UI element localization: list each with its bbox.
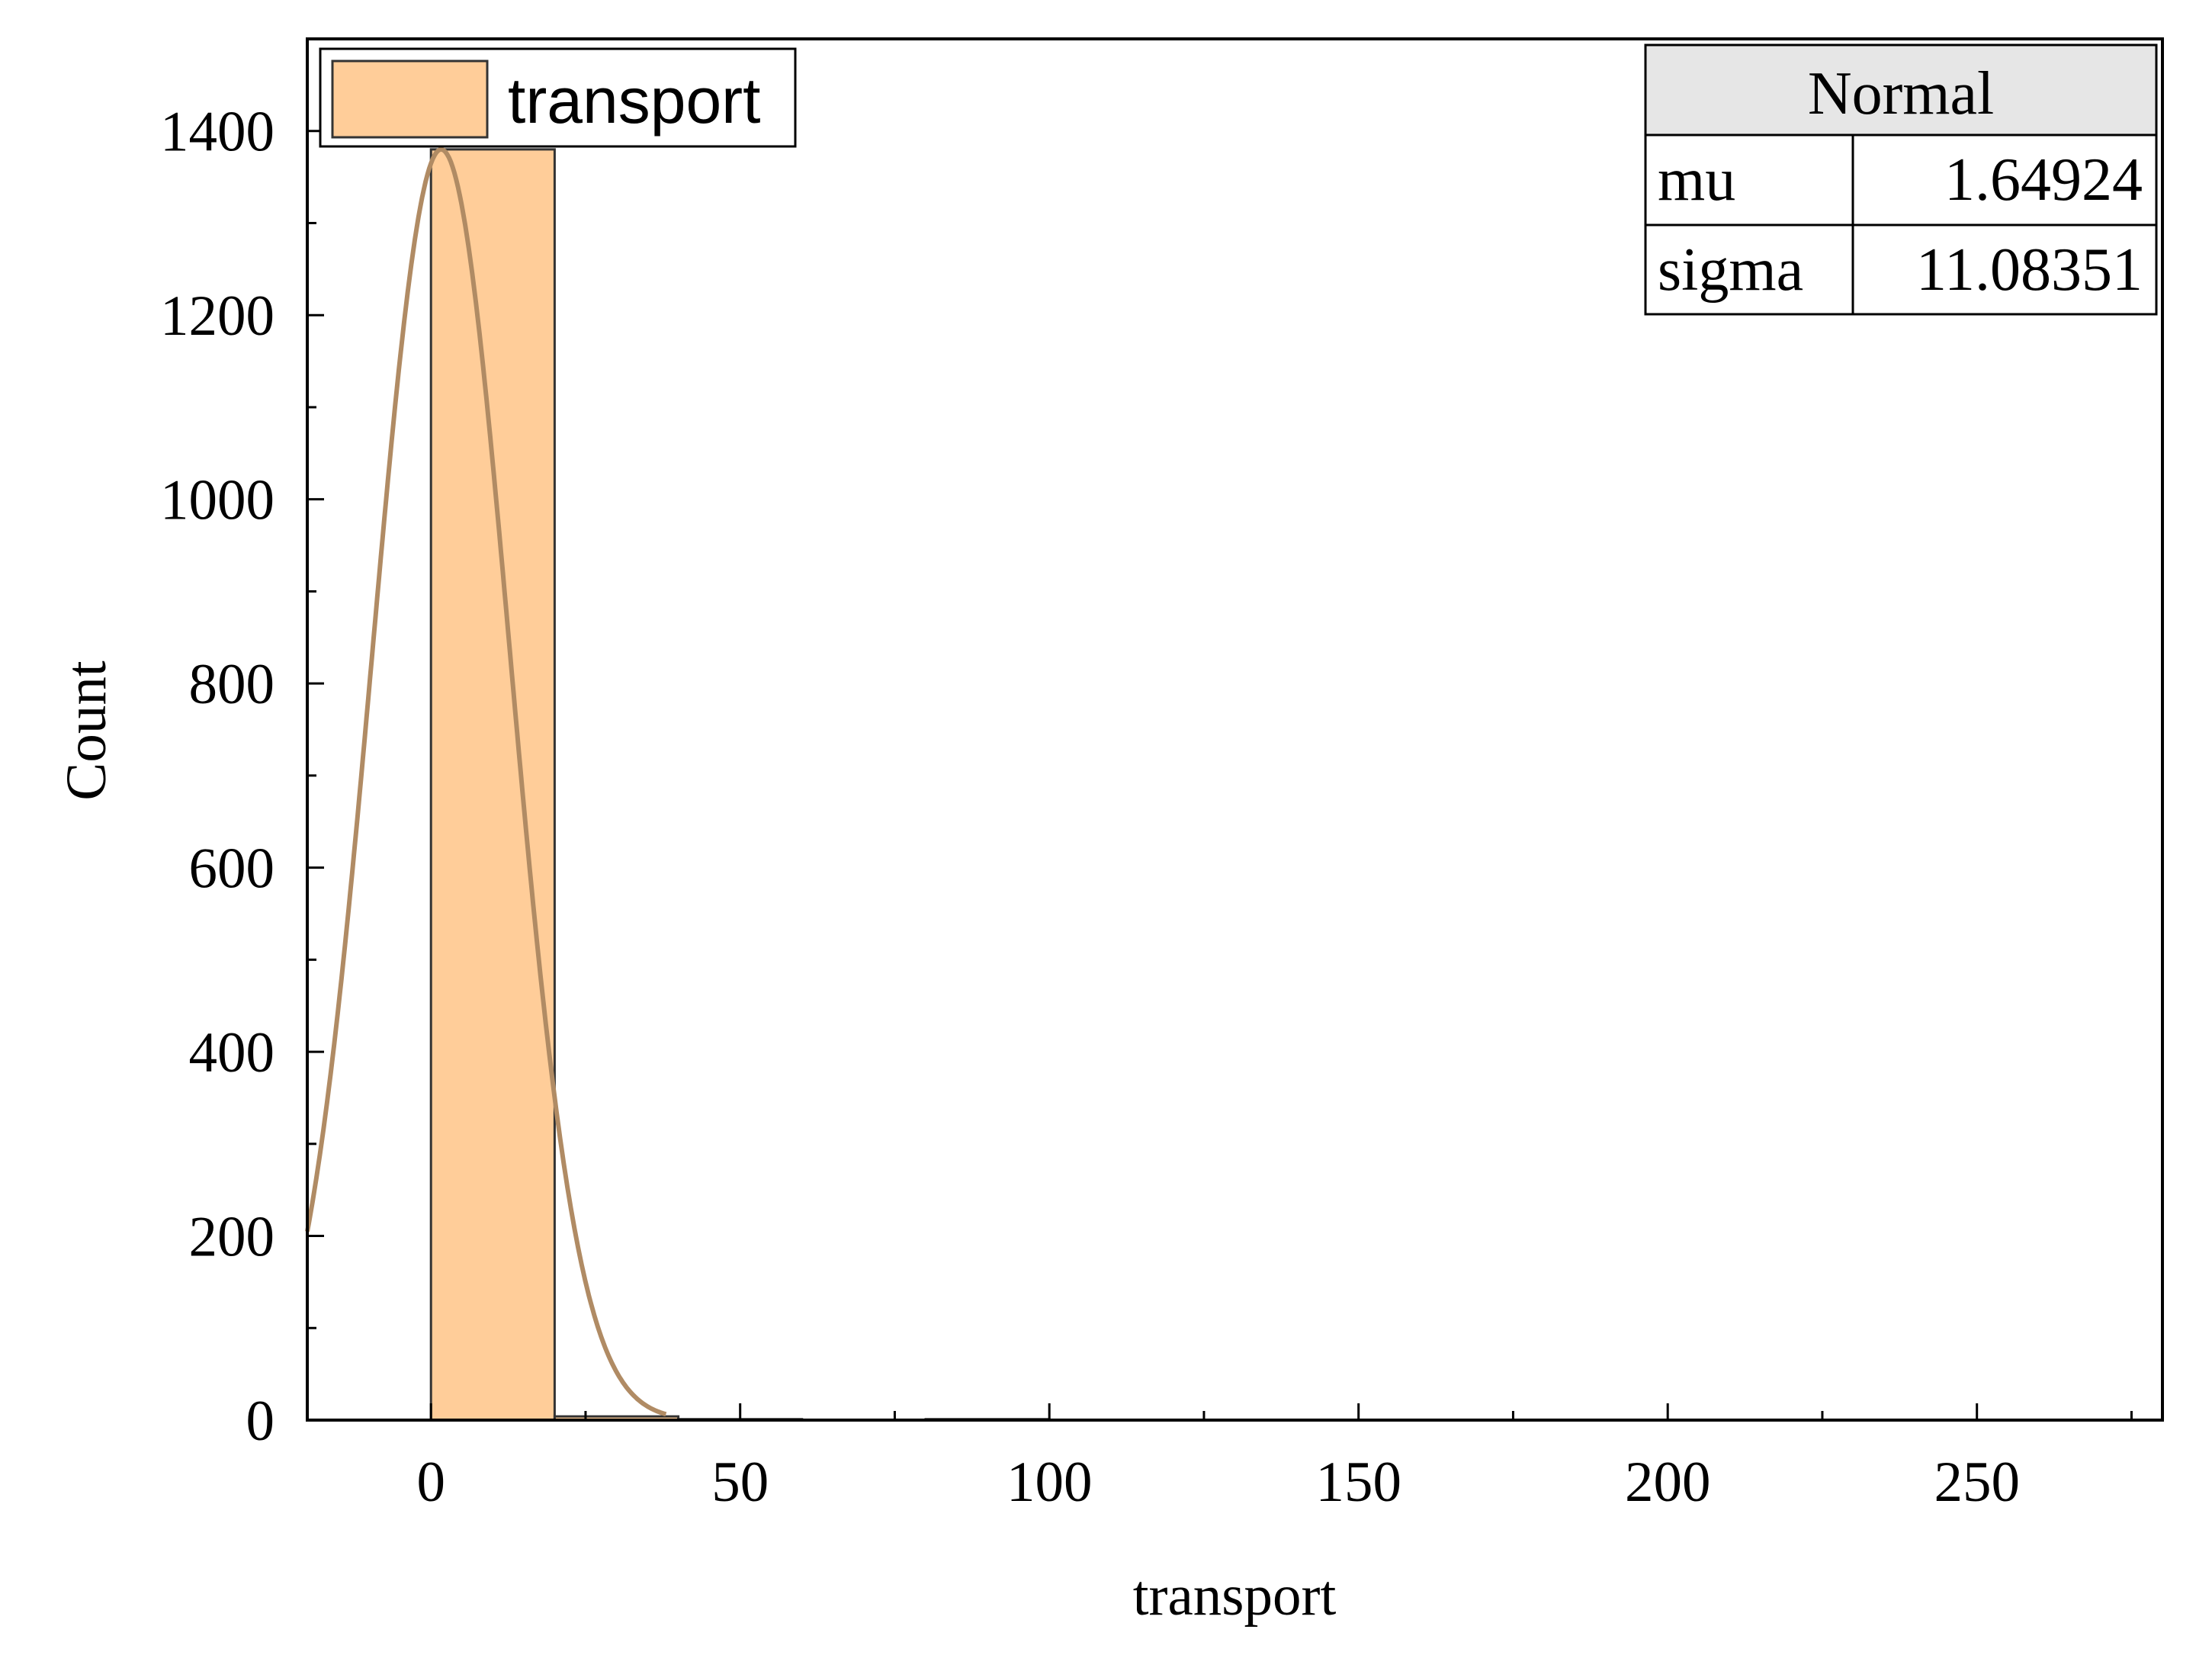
histogram-bars <box>429 148 1051 1422</box>
stats-table-header <box>1645 45 2156 135</box>
histogram-bar <box>429 148 556 1422</box>
stats-table-title: Normal <box>1808 60 1994 127</box>
stats-table-frame <box>1644 43 2158 316</box>
fit-curve-line <box>305 146 667 1417</box>
legend: transport <box>319 47 797 148</box>
stats-value-mu: 1.64924 <box>1944 146 2143 214</box>
y-tick-label: 400 <box>189 1021 275 1085</box>
stats-label-sigma: sigma <box>1658 236 1803 304</box>
x-axis-title: transport <box>1133 1564 1337 1628</box>
x-tick-label: 0 <box>416 1451 445 1514</box>
stats-table: Normal mu 1.64924 sigma 11.08351 <box>1644 43 2158 316</box>
x-tick-label: 50 <box>711 1451 769 1514</box>
plot-frame <box>306 37 2164 1422</box>
stats-value-sigma: 11.08351 <box>1916 236 2143 304</box>
y-tick-label: 200 <box>189 1206 275 1269</box>
normal-fit-curve <box>305 146 667 1417</box>
y-axis-title: Count <box>55 660 118 801</box>
legend-label: transport <box>508 65 761 137</box>
y-tick-label: 1200 <box>160 284 274 348</box>
x-axis: 0 50 100 150 200 250 <box>416 1403 2133 1514</box>
y-axis: 0 200 400 600 800 1000 1200 1400 <box>160 37 324 1453</box>
x-tick-label: 150 <box>1315 1451 1401 1514</box>
y-tick-label: 800 <box>189 653 275 716</box>
x-tick-label: 200 <box>1625 1451 1711 1514</box>
y-tick-label: 1000 <box>160 469 274 532</box>
x-tick-label: 100 <box>1006 1451 1093 1514</box>
legend-swatch <box>331 59 489 139</box>
y-tick-label: 1400 <box>160 101 274 164</box>
x-tick-label: 250 <box>1934 1451 2020 1514</box>
y-tick-label: 0 <box>246 1390 275 1453</box>
y-tick-label: 600 <box>189 837 275 901</box>
stats-label-mu: mu <box>1658 146 1735 214</box>
